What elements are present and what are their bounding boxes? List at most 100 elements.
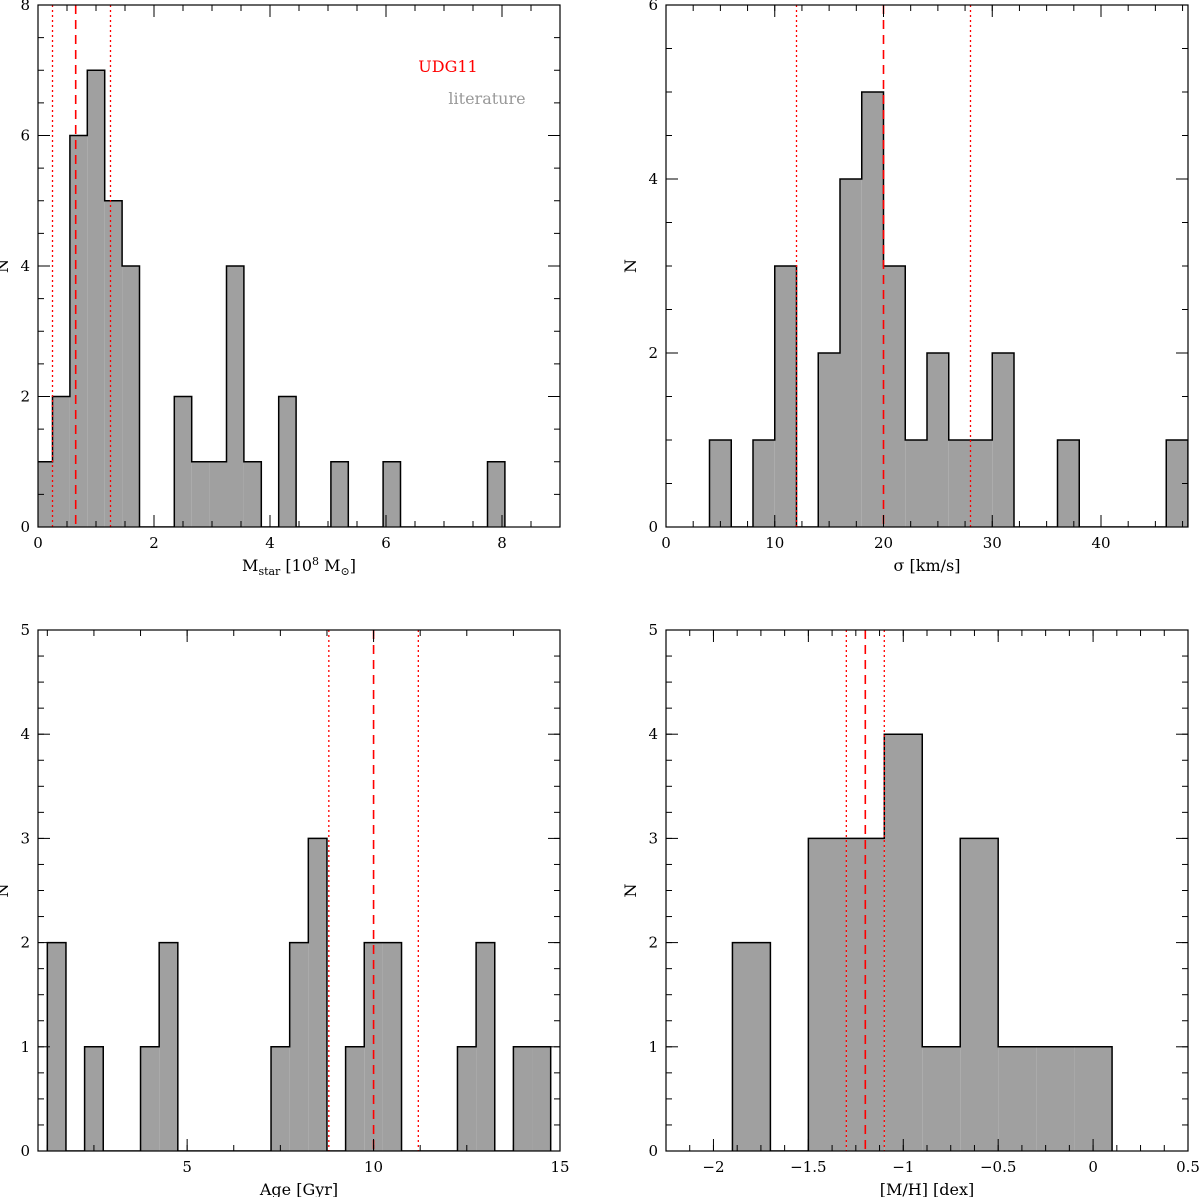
histogram-bar — [905, 440, 927, 527]
histogram-bar — [808, 838, 847, 1151]
y-tick-label: 1 — [648, 1038, 658, 1056]
histogram-bar — [104, 200, 123, 527]
y-tick-label: 4 — [648, 170, 658, 188]
x-axis-label: [M/H] [dex] — [880, 1180, 975, 1197]
histogram — [46, 837, 552, 1151]
histogram — [38, 69, 506, 527]
x-tick-label: 2 — [149, 534, 159, 552]
y-tick-label: 1 — [20, 1038, 30, 1056]
x-tick-label: 0 — [661, 534, 671, 552]
y-axis-label: N — [621, 884, 640, 898]
histogram-bar — [457, 1046, 477, 1151]
histogram-bar — [513, 1046, 533, 1151]
histogram-bar — [709, 440, 732, 527]
histogram-bar — [487, 461, 505, 527]
x-tick-label: −2 — [702, 1158, 724, 1176]
y-tick-label: 2 — [648, 934, 658, 952]
histogram-bar — [191, 461, 210, 527]
histogram-bar — [289, 942, 309, 1151]
histogram-bar — [38, 461, 53, 527]
y-tick-label: 2 — [648, 344, 658, 362]
y-axis-label: N — [621, 259, 640, 273]
histogram-bar — [732, 942, 771, 1151]
y-tick-label: 8 — [20, 0, 30, 14]
histogram-bar — [532, 1046, 551, 1151]
histogram-bar — [226, 266, 244, 527]
y-axis-label: N — [0, 884, 12, 898]
histogram-bar — [884, 734, 923, 1151]
histogram-bar — [840, 179, 862, 527]
histogram-bar — [476, 942, 495, 1151]
panel-stellar-mass: 0 2 4 6 8 0 2 4 6 8 Mstar [108 M⊙] N — [0, 0, 561, 578]
y-tick-label: 0 — [20, 518, 30, 536]
histogram-bar — [383, 461, 401, 527]
x-axis-label: σ [km/s] — [894, 556, 961, 575]
x-tick-label: 15 — [550, 1158, 569, 1176]
histogram-bar — [243, 461, 262, 527]
x-tick-label: 0.5 — [1176, 1158, 1200, 1176]
legend: UDG11 literature — [418, 57, 525, 108]
histogram-bar — [1036, 1046, 1075, 1151]
histogram-bar — [52, 396, 70, 527]
histogram-bar — [1074, 1046, 1113, 1151]
x-tick-label: 6 — [381, 534, 391, 552]
panel-velocity-dispersion: 0 10 20 30 40 0 2 4 6 σ [km/s] N — [621, 0, 1189, 575]
x-tick-label: 40 — [1091, 534, 1110, 552]
x-tick-label: 4 — [265, 534, 275, 552]
histogram — [708, 91, 1188, 527]
histogram-bar — [330, 461, 349, 527]
histogram-bar — [47, 942, 66, 1151]
y-tick-label: 4 — [648, 725, 658, 743]
y-axis-label: N — [0, 259, 12, 273]
histogram-bar — [159, 942, 178, 1151]
histogram-outline — [38, 69, 506, 527]
histogram-bar — [992, 353, 1014, 527]
histogram-bar — [209, 461, 227, 527]
histogram-bar — [382, 942, 402, 1151]
histogram-bar — [87, 70, 105, 527]
x-axis-label: Mstar [108 M⊙] — [242, 555, 356, 578]
x-tick-label: 8 — [497, 534, 507, 552]
histogram-outline — [731, 733, 1113, 1151]
y-tick-label: 0 — [20, 1142, 30, 1160]
legend-udg11: UDG11 — [418, 57, 477, 76]
x-tick-label: 20 — [874, 534, 893, 552]
y-tick-label: 4 — [20, 257, 30, 275]
y-tick-label: 2 — [20, 388, 30, 406]
histogram-bar — [753, 440, 775, 527]
histogram-bar — [998, 1046, 1037, 1151]
histogram-bar — [960, 838, 999, 1151]
histogram-bar — [861, 92, 884, 527]
histogram — [731, 733, 1113, 1151]
histogram-bar — [308, 838, 327, 1151]
x-tick-label: 0 — [33, 534, 43, 552]
x-tick-label: 30 — [983, 534, 1002, 552]
x-tick-label: 0 — [1088, 1158, 1098, 1176]
histogram-bar — [922, 1046, 961, 1151]
x-tick-label: 5 — [182, 1158, 192, 1176]
histogram-bar — [271, 1046, 290, 1151]
x-axis-label: Age [Gyr] — [259, 1180, 338, 1197]
y-tick-label: 2 — [20, 934, 30, 952]
histogram-bar — [927, 353, 949, 527]
histogram-bar — [69, 135, 88, 527]
histogram-bar — [140, 1046, 160, 1151]
histogram-bar — [774, 266, 797, 527]
histogram-bar — [1166, 440, 1188, 527]
x-tick-label: 10 — [765, 534, 784, 552]
y-tick-label: 5 — [20, 621, 30, 639]
y-tick-label: 3 — [20, 829, 30, 847]
y-tick-label: 0 — [648, 1142, 658, 1160]
histogram-bar — [122, 266, 140, 527]
histogram-outline — [708, 91, 1188, 527]
histogram-outline — [46, 837, 552, 1151]
histogram-bar — [818, 353, 840, 527]
panel-metallicity: −2 −1.5 −1 −0.5 0 0.5 0 1 2 3 4 5 [M/H] [dex] N — [621, 621, 1200, 1197]
histogram-bar — [345, 1046, 365, 1151]
y-tick-label: 3 — [648, 829, 658, 847]
x-tick-label: −0.5 — [980, 1158, 1016, 1176]
y-tick-label: 6 — [648, 0, 658, 14]
histogram-bar — [174, 396, 192, 527]
histogram-bar — [970, 440, 993, 527]
